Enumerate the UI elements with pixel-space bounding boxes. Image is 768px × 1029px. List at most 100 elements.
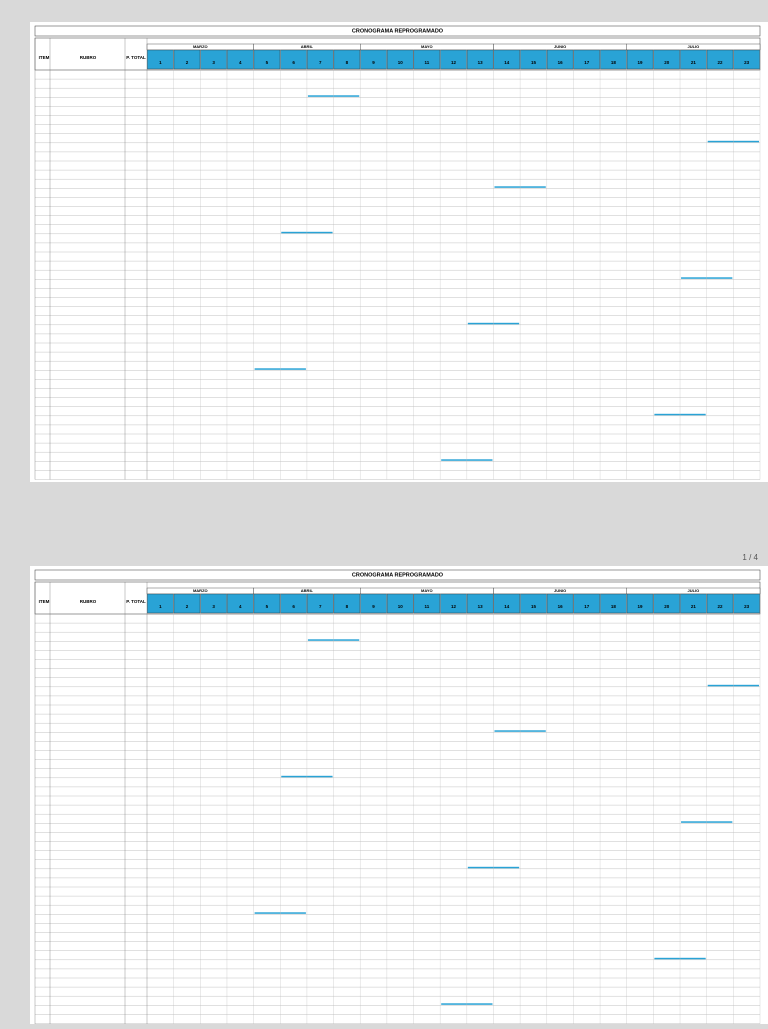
- week-number: 3: [212, 604, 215, 609]
- week-number: 5: [266, 604, 269, 609]
- week-number: 11: [424, 60, 429, 65]
- week-cell: [520, 593, 547, 614]
- table-title: CRONOGRAMA REPROGRAMADO: [352, 28, 444, 34]
- week-number: 15: [531, 60, 537, 65]
- week-cell: [600, 49, 627, 70]
- week-number: 9: [372, 604, 375, 609]
- week-cell: [173, 593, 201, 614]
- week-cell: [733, 593, 760, 614]
- week-cell: [440, 49, 467, 70]
- week-number: 8: [346, 60, 349, 65]
- title-band: [34, 25, 761, 37]
- week-number: 10: [398, 604, 404, 609]
- week-cell: [227, 593, 254, 614]
- week-cell: [653, 49, 680, 70]
- page-counter: 1 / 4: [742, 553, 758, 562]
- week-number: 22: [718, 60, 724, 65]
- week-number: 18: [611, 60, 617, 65]
- month-label: JULIO: [687, 588, 699, 593]
- week-number: 20: [664, 60, 670, 65]
- week-cell: [200, 593, 227, 614]
- week-cell: [280, 593, 307, 614]
- week-cell: [280, 49, 307, 70]
- week-number: 23: [744, 604, 750, 609]
- week-number: 16: [558, 60, 564, 65]
- title-band: [34, 569, 761, 581]
- week-cell: [546, 593, 574, 614]
- week-cell: [386, 49, 414, 70]
- week-cell: [200, 49, 227, 70]
- week-cell: [573, 593, 600, 614]
- week-number: 21: [691, 604, 697, 609]
- week-cell: [520, 49, 547, 70]
- week-cell: [173, 49, 201, 70]
- month-label: MAYO: [421, 588, 433, 593]
- week-number: 11: [424, 604, 429, 609]
- month-label: JULIO: [687, 44, 699, 49]
- week-cell: [626, 593, 654, 614]
- week-cell: [413, 593, 441, 614]
- week-number: 19: [638, 60, 644, 65]
- month-label: MARZO: [193, 44, 208, 49]
- week-number: 16: [558, 604, 564, 609]
- month-label: ABRIL: [301, 588, 314, 593]
- col-item: ITEM: [39, 55, 50, 60]
- week-cell: [307, 49, 334, 70]
- week-cell: [733, 49, 760, 70]
- week-cell: [360, 593, 387, 614]
- week-number: 19: [638, 604, 644, 609]
- col-rubro: RUBRO: [80, 55, 97, 60]
- week-number: 6: [292, 60, 295, 65]
- week-cell: [493, 49, 521, 70]
- week-number: 20: [664, 604, 670, 609]
- week-number: 13: [478, 60, 484, 65]
- col-total: P. TOTAL: [126, 599, 146, 604]
- week-cell: [253, 593, 281, 614]
- page-2: [30, 566, 768, 1026]
- week-number: 14: [504, 60, 510, 65]
- week-cell: [546, 49, 574, 70]
- month-label: ABRIL: [301, 44, 314, 49]
- month-label: JUNIO: [554, 588, 566, 593]
- week-cell: [706, 49, 734, 70]
- week-cell: [147, 593, 174, 614]
- week-number: 7: [319, 604, 322, 609]
- week-cell: [573, 49, 600, 70]
- week-cell: [253, 49, 281, 70]
- week-cell: [493, 593, 521, 614]
- week-cell: [333, 593, 361, 614]
- week-cell: [307, 593, 334, 614]
- month-label: MAYO: [421, 44, 433, 49]
- week-number: 12: [451, 604, 457, 609]
- week-cell: [466, 593, 494, 614]
- week-cell: [147, 49, 174, 70]
- week-cell: [360, 49, 387, 70]
- week-cell: [680, 49, 707, 70]
- week-number: 6: [292, 604, 295, 609]
- table-title: CRONOGRAMA REPROGRAMADO: [352, 572, 444, 578]
- week-number: 3: [212, 60, 215, 65]
- week-number: 4: [239, 604, 242, 609]
- month-label: JUNIO: [554, 44, 566, 49]
- week-number: 7: [319, 60, 322, 65]
- week-number: 17: [584, 604, 590, 609]
- week-number: 12: [451, 60, 457, 65]
- week-number: 22: [718, 604, 724, 609]
- week-number: 15: [531, 604, 537, 609]
- week-cell: [600, 593, 627, 614]
- week-cell: [440, 593, 467, 614]
- week-cell: [386, 593, 414, 614]
- week-number: 2: [186, 60, 189, 65]
- week-number: 8: [346, 604, 349, 609]
- week-number: 5: [266, 60, 269, 65]
- week-number: 4: [239, 60, 242, 65]
- week-number: 9: [372, 60, 375, 65]
- week-cell: [653, 593, 680, 614]
- week-number: 13: [478, 604, 484, 609]
- week-number: 10: [398, 60, 404, 65]
- week-cell: [626, 49, 654, 70]
- week-cell: [227, 49, 254, 70]
- week-number: 18: [611, 604, 617, 609]
- week-cell: [706, 593, 734, 614]
